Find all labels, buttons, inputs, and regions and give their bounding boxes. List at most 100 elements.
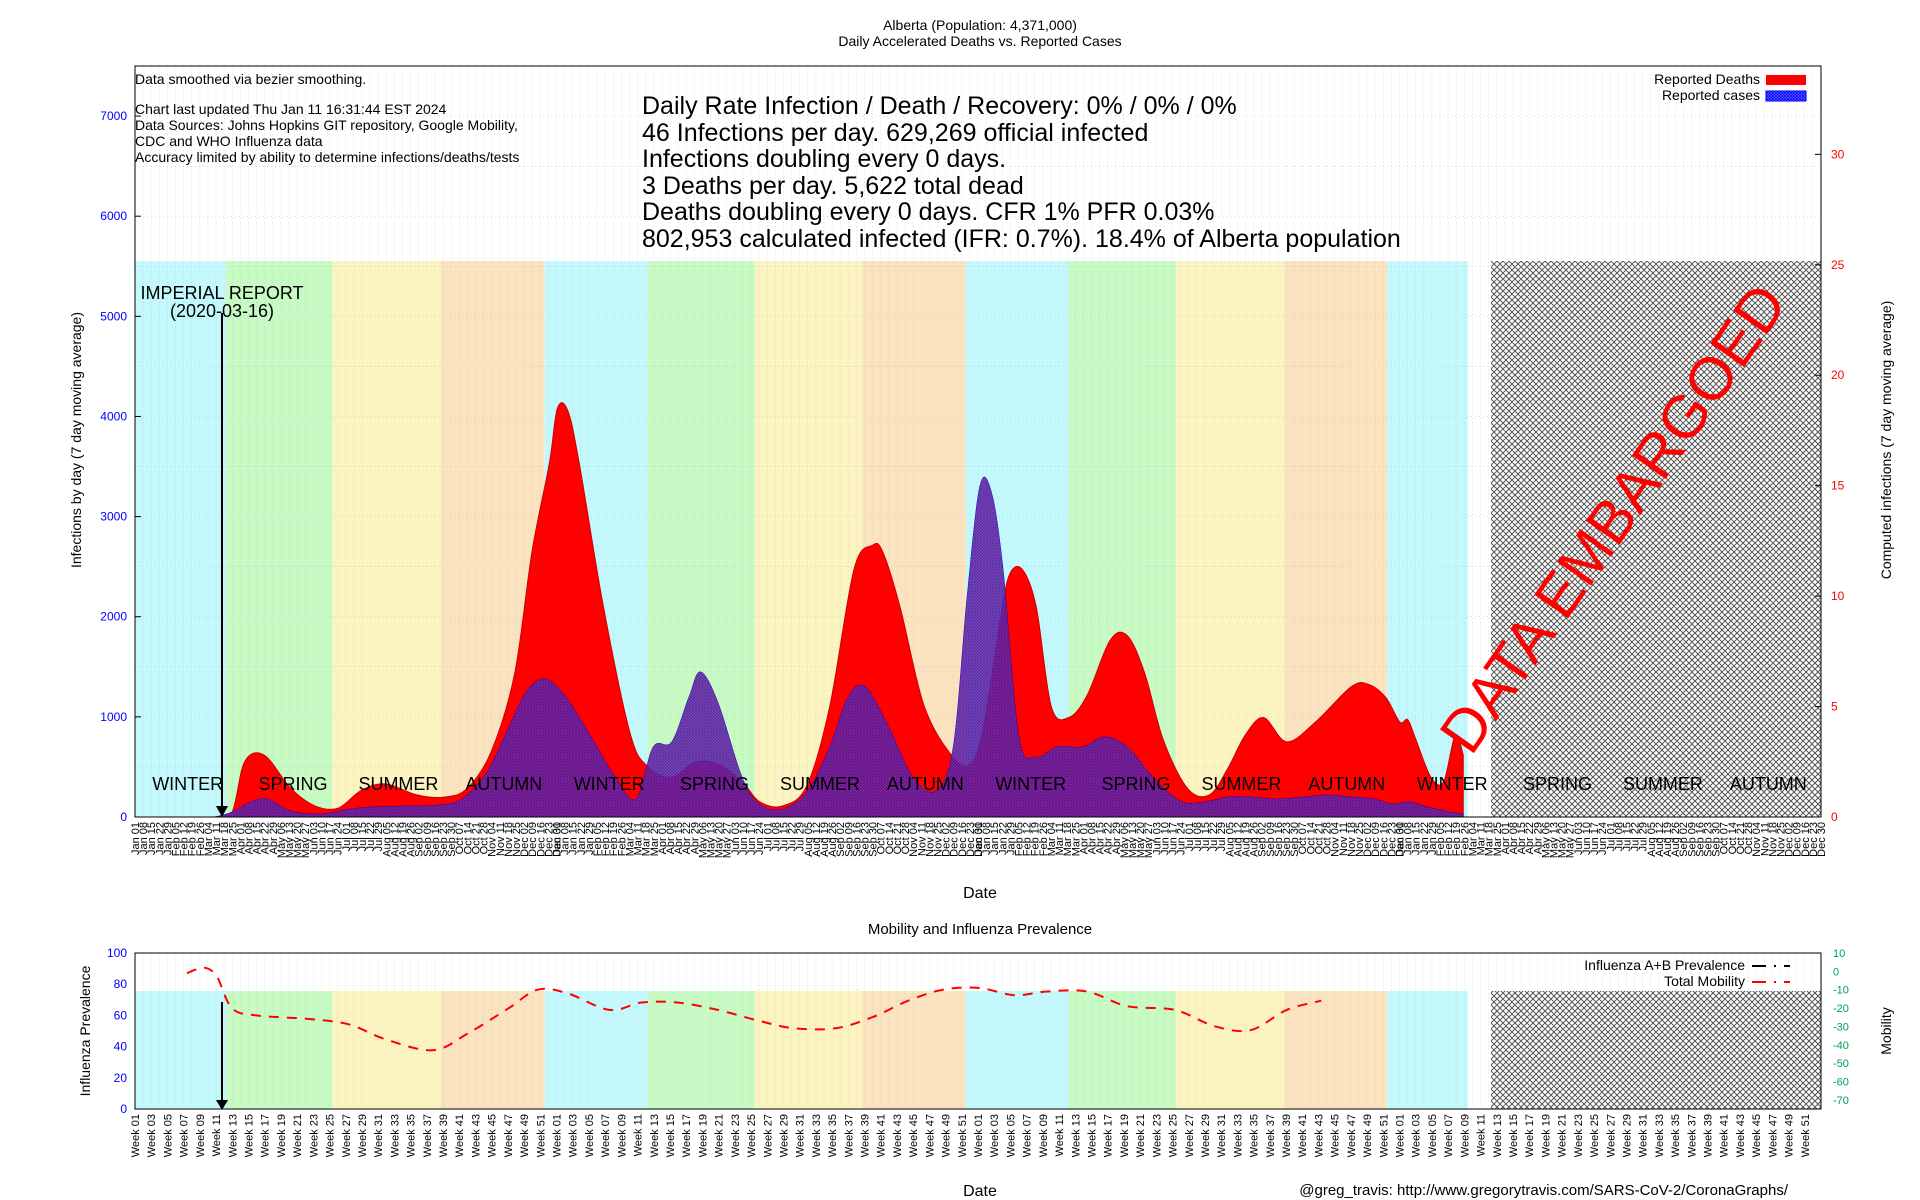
date-tick-label: Sep 16 [851, 822, 863, 857]
date-tick-label: Apr 29 [1532, 822, 1544, 854]
week-tick-label: Week 13 [1070, 1114, 1082, 1157]
date-tick-label: Feb 05 [1435, 822, 1447, 856]
date-tick-label: Mar 25 [649, 822, 661, 856]
date-tick-label: Oct 28 [1322, 822, 1334, 854]
season-label: AUTUMN [1730, 774, 1807, 794]
week-tick-label: Week 07 [1022, 1114, 1034, 1157]
right-tick-label: 5 [1831, 700, 1838, 714]
mobility-right-tick-label: -40 [1833, 1040, 1849, 1052]
mobility-title: Mobility and Influenza Prevalence [868, 921, 1092, 938]
date-tick-label: Dec 23 [1386, 822, 1398, 857]
week-tick-label: Week 49 [1784, 1114, 1796, 1157]
date-tick-label: Jan 01 [1395, 822, 1407, 855]
date-tick-label: Jul 29 [1216, 822, 1228, 851]
date-tick-label: Apr 01 [657, 822, 669, 854]
date-tick-label: Dec 23 [965, 822, 977, 857]
date-tick-label: May 13 [1127, 822, 1139, 858]
date-tick-label: Oct 28 [1743, 822, 1755, 854]
date-tick-label: May 20 [292, 822, 304, 858]
date-tick-label: Jun 10 [1159, 822, 1171, 855]
stat-death-doubling: Deaths doubling every 0 days. CFR 1% PFR… [642, 198, 1215, 226]
date-tick-label: Jun 17 [1589, 822, 1601, 855]
mobility-band-autumn [440, 991, 545, 1109]
date-tick-label: Nov 11 [1759, 822, 1771, 856]
date-tick-label: Jun 24 [754, 822, 766, 855]
week-tick-label: Week 45 [487, 1114, 499, 1157]
date-tick-label: Mar 25 [1492, 822, 1504, 856]
date-tick-label: May 06 [697, 822, 709, 858]
date-tick-label: Aug 19 [1662, 822, 1674, 857]
embargo-region [1491, 261, 1821, 817]
date-tick-label: Mar 25 [227, 822, 239, 856]
mobility-right-tick-label: -70 [1833, 1095, 1849, 1107]
date-tick-label: Jan 22 [997, 822, 1009, 855]
week-tick-label: Week 01 [973, 1114, 985, 1157]
date-tick-label: Apr 29 [1111, 822, 1123, 854]
legend-influenza-label: Influenza A+B Prevalence [1584, 957, 1745, 973]
week-tick-label: Week 23 [308, 1114, 320, 1157]
legend-deaths-swatch [1766, 75, 1806, 85]
week-tick-label: Week 19 [697, 1114, 709, 1157]
week-tick-label: Week 03 [1411, 1114, 1423, 1157]
week-tick-label: Week 33 [1654, 1114, 1666, 1157]
date-tick-label: Oct 07 [876, 822, 888, 854]
date-tick-label: Mar 18 [219, 822, 231, 856]
mobility-band-spring [647, 991, 755, 1109]
week-tick-label: Week 25 [1168, 1114, 1180, 1157]
date-tick-label: Feb 05 [1014, 822, 1026, 856]
date-tick-label: Sep 23 [860, 822, 872, 857]
mobility-right-tick-label: -50 [1833, 1058, 1849, 1070]
date-tick-label: Apr 22 [1524, 822, 1536, 854]
season-label: SUMMER [358, 774, 438, 794]
date-tick-label: Mar 18 [1484, 822, 1496, 856]
week-tick-label: Week 31 [373, 1114, 385, 1157]
date-tick-label: Jun 03 [308, 822, 320, 855]
week-tick-label: Week 27 [341, 1114, 353, 1157]
week-tick-label: Week 35 [827, 1114, 839, 1157]
date-tick-label: May 06 [1540, 822, 1552, 858]
date-tick-label: Sep 30 [1711, 822, 1723, 857]
date-tick-label: Dec 23 [543, 822, 555, 857]
week-tick-label: Week 41 [1719, 1114, 1731, 1157]
date-tick-label: Oct 07 [1719, 822, 1731, 854]
week-tick-label: Week 43 [470, 1114, 482, 1157]
note-sources: Data Sources: Johns Hopkins GIT reposito… [135, 117, 518, 133]
date-tick-label: Nov 04 [908, 822, 920, 857]
date-tick-label: Mar 25 [1070, 822, 1082, 856]
week-tick-label: Week 11 [1054, 1114, 1066, 1156]
left-tick-label: 1000 [100, 710, 127, 724]
date-tick-label: Feb 05 [592, 822, 604, 856]
week-tick-label: Week 41 [1297, 1114, 1309, 1157]
mobility-left-ticks: 0 20 40 60 80 100 [107, 946, 127, 1116]
legend-cases-label: Reported cases [1662, 87, 1760, 103]
date-tick-label: Nov 25 [1354, 822, 1366, 857]
date-tick-label: Jul 01 [1605, 822, 1617, 851]
week-tick-label: Week 23 [1573, 1114, 1585, 1157]
date-tick-label: Dec 09 [1370, 822, 1382, 857]
week-tick-label: Week 21 [714, 1114, 726, 1157]
week-tick-label: Week 37 [1265, 1114, 1277, 1157]
week-tick-label: Week 51 [1800, 1114, 1812, 1157]
legend-mobility-label: Total Mobility [1664, 973, 1745, 989]
date-tick-label: Nov 18 [1767, 822, 1779, 857]
date-tick-label: Aug 12 [389, 822, 401, 857]
week-tick-label: Week 05 [1005, 1114, 1017, 1157]
date-tick-label: May 06 [276, 822, 288, 858]
date-tick-label: Jun 03 [1151, 822, 1163, 855]
date-tick-label: Oct 07 [454, 822, 466, 854]
week-tick-label: Week 21 [1135, 1114, 1147, 1157]
right-tick-label: 10 [1831, 589, 1845, 603]
week-tick-label: Week 17 [1103, 1114, 1115, 1157]
right-tick-label: 20 [1831, 368, 1845, 382]
date-tick-label: Jan 22 [1419, 822, 1431, 855]
date-tick-label: Sep 09 [1686, 822, 1698, 857]
date-tick-label: Feb 26 [616, 822, 628, 856]
date-tick-label: Jan 01 [973, 822, 985, 855]
date-tick-label: Nov 18 [1346, 822, 1358, 857]
date-tick-label: Nov 25 [932, 822, 944, 857]
date-tick-label: Apr 08 [665, 822, 677, 854]
left-tick-label: 2000 [100, 610, 127, 624]
date-tick-label: Jan 15 [568, 822, 580, 855]
date-tick-label: Dec 16 [1378, 822, 1390, 857]
